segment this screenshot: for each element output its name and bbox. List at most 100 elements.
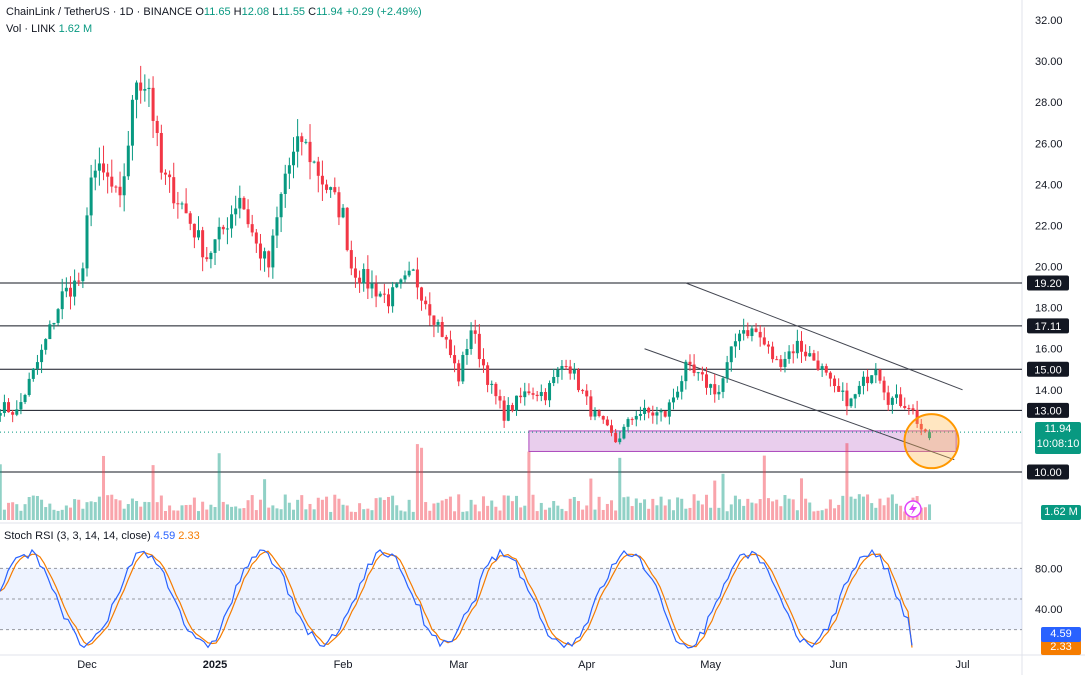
volume-bar xyxy=(382,499,386,520)
volume-bar xyxy=(180,505,184,520)
volume-bar xyxy=(461,511,465,520)
volume-bar xyxy=(399,510,403,520)
close-value: 11.94 xyxy=(316,6,343,18)
candle-body xyxy=(581,390,585,392)
volume-bar xyxy=(135,500,139,520)
candle-body xyxy=(556,369,560,377)
volume-bar xyxy=(48,503,52,520)
x-tick-label: Mar xyxy=(449,659,468,671)
candle-body xyxy=(684,361,688,382)
candle-body xyxy=(473,330,477,334)
volume-bar xyxy=(2,509,6,520)
volume-bar xyxy=(444,498,448,520)
candle-body xyxy=(663,411,667,417)
volume-bar xyxy=(184,504,188,520)
candle-body xyxy=(432,315,436,325)
volume-bar xyxy=(890,494,894,520)
volume-bar xyxy=(337,498,341,520)
volume-bar xyxy=(812,511,816,520)
candle-body xyxy=(523,391,527,398)
candle-body xyxy=(151,87,155,121)
volume-bar xyxy=(296,499,300,520)
candle-body xyxy=(102,163,106,173)
candle-body xyxy=(535,394,539,397)
candle-body xyxy=(833,378,837,387)
volume-bar xyxy=(209,504,213,520)
x-tick-label: Jun xyxy=(830,659,848,671)
candle-body xyxy=(225,228,229,230)
candle-body xyxy=(899,394,903,406)
volume-bar xyxy=(159,495,163,520)
candle-body xyxy=(882,380,886,393)
candle-body xyxy=(197,230,201,238)
volume-bar xyxy=(89,501,93,520)
volume-bar xyxy=(465,511,469,520)
volume-bar xyxy=(258,499,262,520)
volume-bar xyxy=(787,498,791,520)
volume-bar xyxy=(93,502,97,520)
stoch-rsi-name: Stoch RSI (3, 3, 14, 14, close) xyxy=(4,530,151,542)
volume-bar xyxy=(19,510,23,520)
volume-bar xyxy=(250,495,254,520)
volume-bar xyxy=(64,505,68,520)
volume-bar xyxy=(552,500,556,520)
candle-body xyxy=(696,372,700,374)
candle-body xyxy=(742,330,746,334)
volume-bar xyxy=(85,502,89,520)
candle-body xyxy=(638,413,642,416)
candle-body xyxy=(180,203,184,205)
volume-bar xyxy=(27,497,31,520)
volume-bar xyxy=(415,444,419,520)
candle-body xyxy=(481,359,485,366)
volume-bar xyxy=(750,502,754,520)
low-value: 11.55 xyxy=(278,6,306,18)
volume-bar xyxy=(713,480,717,520)
candle-body xyxy=(267,251,271,268)
candle-body xyxy=(469,330,473,350)
candle-body xyxy=(593,410,597,417)
candle-body xyxy=(828,372,832,379)
current-price-label: 11.94 10:08:10 xyxy=(1035,422,1081,454)
volume-header: Vol · LINK 1.62 M xyxy=(6,23,92,35)
candle-body xyxy=(349,250,353,269)
candle-body xyxy=(762,337,766,345)
volume-bar xyxy=(576,501,580,520)
volume-bar xyxy=(102,455,106,520)
volume-bar xyxy=(106,495,110,520)
volume-bar xyxy=(428,510,432,520)
volume-bar xyxy=(201,501,205,520)
volume-bar xyxy=(618,457,622,520)
candle-body xyxy=(176,203,180,205)
candle-body xyxy=(676,391,680,398)
candle-body xyxy=(750,328,754,337)
volume-bar xyxy=(481,496,485,520)
candle-countdown: 10:08:10 xyxy=(1036,438,1080,450)
y-tick-label: 16.00 xyxy=(1035,344,1063,356)
candle-body xyxy=(217,226,221,240)
candle-body xyxy=(630,419,634,421)
volume-bar xyxy=(853,498,857,520)
candle-body xyxy=(911,408,915,411)
candle-body xyxy=(85,215,89,269)
volume-bar xyxy=(279,509,283,520)
candle-body xyxy=(870,375,874,384)
trendline-upper xyxy=(685,282,963,391)
candle-body xyxy=(597,410,601,416)
horizontal-level-label: 15.00 xyxy=(1034,364,1062,376)
volume-bar xyxy=(928,504,932,520)
candle-body xyxy=(287,165,291,174)
volume-bar xyxy=(263,479,267,520)
volume-bar xyxy=(527,451,531,520)
volume-bar xyxy=(341,504,345,520)
volume-bar xyxy=(705,494,708,520)
candle-body xyxy=(671,397,675,403)
volume-bar xyxy=(828,499,832,520)
candle-body xyxy=(457,363,461,382)
volume-bar xyxy=(81,508,85,520)
y-tick-label: 20.00 xyxy=(1035,262,1063,274)
volume-bar xyxy=(808,502,812,520)
volume-bar xyxy=(143,501,147,520)
volume-bar xyxy=(771,501,775,520)
